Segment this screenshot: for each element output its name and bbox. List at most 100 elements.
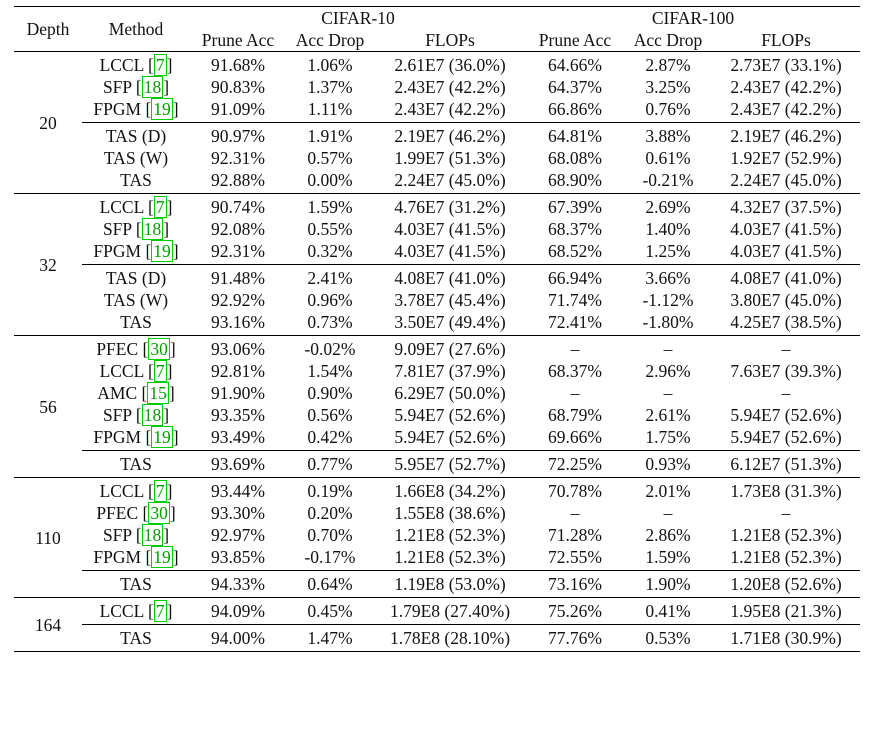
method-name: FPGM (93, 241, 142, 261)
method-name: LCCL (99, 481, 144, 501)
c10-prune-acc-cell: 94.09% (190, 597, 286, 625)
table-row: PFEC [30] 93.30% 0.20% 1.55E8 (38.6%) – – – (14, 502, 860, 524)
c100-flops-cell: 7.63E7 (39.3%) (730, 361, 842, 381)
header-c100-acc-drop: Acc Drop (633, 30, 703, 50)
c100-acc-drop-cell: 2.61% (645, 405, 691, 425)
c100-flops-cell: 5.94E7 (52.6%) (730, 427, 842, 447)
table-row: SFP [18] 92.08% 0.55% 4.03E7 (41.5%) 68.37% 1… (14, 218, 860, 240)
method-name: TAS (D) (105, 126, 167, 146)
header-c10-flops: FLOPs (425, 30, 475, 50)
c100-flops-cell: 1.21E8 (52.3%) (730, 547, 842, 567)
method-cell: LCCL [7] (82, 193, 190, 218)
c10-flops-cell: 1.55E8 (38.6%) (394, 503, 506, 523)
table-header: Depth Method CIFAR-10 CIFAR-100 Prune Ac… (14, 6, 860, 52)
c10-prune-acc-cell: 90.74% (190, 193, 286, 218)
c100-prune-acc-cell: 73.16% (526, 570, 624, 598)
c100-flops-cell: 1.73E8 (31.3%) (712, 477, 860, 502)
method-cell: TAS (D) (82, 122, 190, 147)
c10-acc-drop-cell: 0.32% (307, 241, 353, 261)
c100-flops-cell: 3.80E7 (45.0%) (730, 290, 842, 310)
c100-prune-acc-cell: 64.66% (526, 51, 624, 76)
c10-prune-acc-cell: 92.88% (211, 170, 265, 190)
method-name: LCCL (99, 601, 144, 621)
citation-link[interactable]: 19 (151, 426, 173, 448)
citation-link[interactable]: 7 (153, 196, 167, 218)
method-cell: TAS (W) (82, 147, 190, 169)
method-name: TAS (120, 628, 152, 648)
method-cell: SFP [18] (102, 404, 170, 426)
header-method: Method (108, 19, 164, 39)
c100-acc-drop-cell: -0.21% (642, 170, 694, 190)
c100-prune-acc-cell: 75.26% (526, 597, 624, 625)
citation-link[interactable]: 18 (141, 76, 164, 98)
method-cell: SFP [18] (102, 76, 170, 98)
citation-link[interactable]: 18 (141, 404, 164, 426)
c100-prune-acc-cell: 64.81% (526, 122, 624, 147)
c10-prune-acc-cell: 92.31% (211, 148, 265, 168)
c10-flops-cell: 4.08E7 (41.0%) (374, 264, 526, 289)
table-row: TAS (W) 92.31% 0.57% 1.99E7 (51.3%) 68.08% 0.… (14, 147, 860, 169)
citation-link[interactable]: 7 (153, 360, 167, 382)
citation-link[interactable]: 15 (147, 382, 169, 404)
c10-acc-drop-cell: -0.02% (286, 335, 374, 360)
table-row: 56 PFEC [30] 93.06% -0.02% 9.09E7 (27.6%) – – – (14, 335, 860, 478)
c10-acc-drop-cell: 2.41% (286, 264, 374, 289)
c10-acc-drop-cell: 1.54% (307, 361, 353, 381)
citation-link[interactable]: 30 (148, 502, 170, 524)
c100-flops-cell: – (781, 503, 791, 523)
results-table: Depth Method CIFAR-10 CIFAR-100 Prune Ac… (14, 6, 860, 652)
c10-prune-acc-cell: 94.33% (190, 570, 286, 598)
table-body: 20 LCCL [7] 91.68% 1.06% 2.61E7 (36.0%) 64.66… (14, 51, 860, 652)
citation-link[interactable]: 18 (141, 524, 164, 546)
c100-prune-acc-cell: 72.55% (548, 547, 602, 567)
method-cell: LCCL [7] (82, 477, 190, 502)
c100-flops-cell: 1.92E7 (52.9%) (730, 148, 842, 168)
c100-acc-drop-cell: 1.40% (645, 219, 691, 239)
citation-link[interactable]: 19 (151, 240, 173, 262)
method-cell: FPGM [19] (93, 240, 179, 262)
c100-prune-acc-cell: 67.39% (526, 193, 624, 218)
citation-link[interactable]: 18 (141, 218, 164, 240)
c10-acc-drop-cell: 1.06% (286, 51, 374, 76)
c10-acc-drop-cell: 0.20% (307, 503, 353, 523)
depth-cell: 56 (14, 335, 82, 478)
c100-prune-acc-cell: 69.66% (548, 427, 602, 447)
c100-flops-cell: 2.24E7 (45.0%) (730, 170, 842, 190)
c100-flops-cell: 2.43E7 (42.2%) (730, 77, 842, 97)
c10-acc-drop-cell: 1.91% (286, 122, 374, 147)
c100-acc-drop-cell: 3.88% (624, 122, 712, 147)
c100-prune-acc-cell: 68.90% (548, 170, 602, 190)
c100-acc-drop-cell: 1.75% (645, 427, 691, 447)
c10-flops-cell: 2.19E7 (46.2%) (374, 122, 526, 147)
table-row: TAS 93.69% 0.77% 5.95E7 (52.7%) 72.25% 0.93% 6… (14, 450, 860, 478)
citation-link[interactable]: 30 (148, 338, 170, 360)
c100-acc-drop-cell: 0.41% (624, 597, 712, 625)
c10-flops-cell: 5.94E7 (52.6%) (394, 405, 506, 425)
c10-flops-cell: 2.43E7 (42.2%) (394, 99, 506, 119)
method-cell: AMC [15] (97, 382, 175, 404)
method-name: FPGM (93, 99, 142, 119)
c10-prune-acc-cell: 92.81% (211, 361, 265, 381)
c100-prune-acc-cell: 77.76% (526, 624, 624, 652)
table-row: LCCL [7] 92.81% 1.54% 7.81E7 (37.9%) 68.37% 2… (14, 360, 860, 382)
citation-link[interactable]: 19 (151, 98, 173, 120)
c10-prune-acc-cell: 90.97% (190, 122, 286, 147)
c10-flops-cell: 3.78E7 (45.4%) (394, 290, 506, 310)
c100-acc-drop-cell: 2.96% (645, 361, 691, 381)
method-name: PFEC (96, 339, 139, 359)
c10-acc-drop-cell: 0.55% (307, 219, 353, 239)
header-cifar100: CIFAR-100 (651, 8, 735, 28)
c10-flops-cell: 4.76E7 (31.2%) (374, 193, 526, 218)
c10-flops-cell: 4.03E7 (41.5%) (394, 241, 506, 261)
citation-link[interactable]: 7 (153, 480, 167, 502)
c100-acc-drop-cell: 0.61% (645, 148, 691, 168)
citation-link[interactable]: 7 (153, 54, 167, 76)
c10-acc-drop-cell: 0.45% (286, 597, 374, 625)
c10-acc-drop-cell: 0.90% (307, 383, 353, 403)
citation-link[interactable]: 19 (151, 546, 173, 568)
c10-acc-drop-cell: 0.57% (307, 148, 353, 168)
citation-link[interactable]: 7 (153, 600, 167, 622)
c100-prune-acc-cell: 71.74% (548, 290, 602, 310)
method-cell: LCCL [7] (82, 597, 190, 625)
